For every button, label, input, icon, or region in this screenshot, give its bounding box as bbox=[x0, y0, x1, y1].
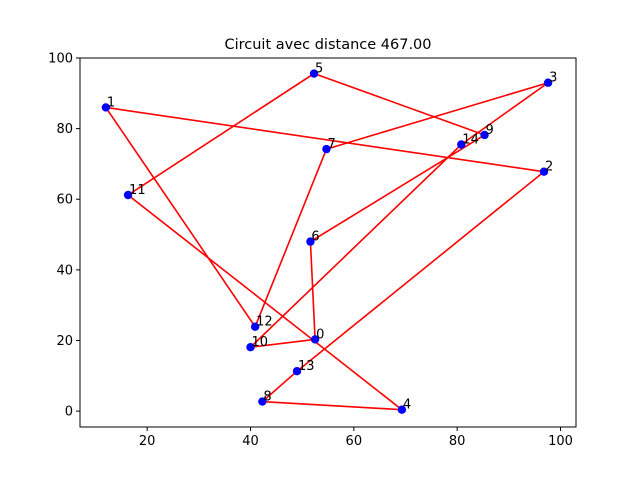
node-point-7 bbox=[322, 144, 331, 154]
tour-segment-1-12 bbox=[104, 106, 257, 328]
tour-path-layer bbox=[104, 72, 550, 411]
y-tick-label: 60 bbox=[56, 193, 73, 208]
y-tick-label: 40 bbox=[56, 263, 73, 278]
tour-segment-7-3 bbox=[325, 81, 550, 151]
node-label-7: 7 bbox=[327, 137, 335, 152]
y-axis-ticks: 0 20 40 60 80 100 bbox=[48, 52, 80, 420]
node-point-8 bbox=[258, 397, 267, 406]
plot-area-frame bbox=[79, 57, 577, 428]
node-point-1 bbox=[101, 103, 111, 112]
node-point-3 bbox=[543, 78, 553, 87]
node-point-14 bbox=[457, 140, 466, 149]
node-label-8: 8 bbox=[263, 390, 271, 405]
node-point-layer bbox=[101, 69, 553, 414]
y-tick-label: 0 bbox=[65, 405, 73, 420]
x-tick-label: 40 bbox=[242, 434, 259, 449]
tour-segment-3-14 bbox=[460, 81, 550, 146]
tour-segment-8-13 bbox=[261, 370, 299, 403]
node-point-13 bbox=[292, 367, 302, 376]
tour-segment-12-7 bbox=[254, 148, 328, 328]
node-label-11: 11 bbox=[129, 183, 146, 198]
tour-segment-6-9 bbox=[309, 133, 486, 243]
tour-segment-0-6 bbox=[309, 240, 316, 341]
tour-segment-5-11 bbox=[126, 72, 316, 197]
y-tick-label: 80 bbox=[56, 122, 73, 137]
tour-segment-10-0 bbox=[249, 338, 316, 349]
node-point-5 bbox=[309, 69, 319, 78]
node-point-0 bbox=[310, 335, 320, 344]
node-point-10 bbox=[246, 342, 255, 352]
node-label-12: 12 bbox=[256, 315, 273, 330]
node-point-6 bbox=[306, 237, 315, 246]
tour-segment-14-10 bbox=[249, 143, 463, 349]
tour-segment-13-2 bbox=[295, 170, 546, 373]
node-label-2: 2 bbox=[545, 160, 553, 175]
node-label-13: 13 bbox=[298, 359, 315, 374]
x-tick-label: 100 bbox=[548, 434, 573, 449]
node-label-4: 4 bbox=[403, 398, 411, 413]
node-label-0: 0 bbox=[316, 327, 324, 342]
node-label-10: 10 bbox=[252, 335, 269, 350]
node-label-9: 9 bbox=[486, 123, 494, 138]
node-point-4 bbox=[397, 405, 407, 414]
node-point-9 bbox=[480, 130, 489, 140]
x-tick-label: 60 bbox=[346, 434, 363, 449]
node-label-1: 1 bbox=[107, 95, 115, 110]
node-point-2 bbox=[539, 167, 549, 176]
node-point-11 bbox=[123, 190, 133, 200]
tour-segment-2-1 bbox=[104, 106, 545, 173]
y-tick-label: 20 bbox=[56, 334, 73, 349]
node-label-5: 5 bbox=[315, 62, 323, 77]
node-label-14: 14 bbox=[462, 133, 479, 148]
chart-title: Circuit avec distance 467.00 bbox=[224, 37, 431, 53]
x-axis-ticks: 20 40 60 80 100 bbox=[139, 427, 573, 449]
node-point-12 bbox=[250, 322, 260, 331]
x-tick-label: 20 bbox=[139, 434, 156, 449]
node-label-6: 6 bbox=[311, 230, 319, 245]
tour-segment-4-8 bbox=[261, 400, 403, 411]
node-label-3: 3 bbox=[549, 71, 557, 86]
y-tick-label: 100 bbox=[48, 52, 73, 67]
x-tick-label: 80 bbox=[449, 434, 466, 449]
tour-segment-9-5 bbox=[313, 72, 486, 137]
